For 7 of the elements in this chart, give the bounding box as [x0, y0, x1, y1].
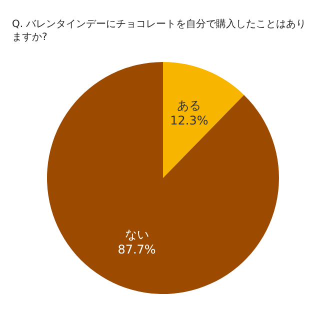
slice-label: ない — [124, 227, 149, 242]
slice-label: ある — [177, 98, 202, 113]
data-label: 12.3% — [170, 114, 208, 128]
pie-slice — [163, 62, 244, 178]
chart-title: Q. バレンタインデーにチョコレートを自分で購入したことはありますか? — [11, 18, 308, 45]
pie-slice — [47, 62, 279, 294]
data-label: 87.7% — [118, 242, 156, 256]
